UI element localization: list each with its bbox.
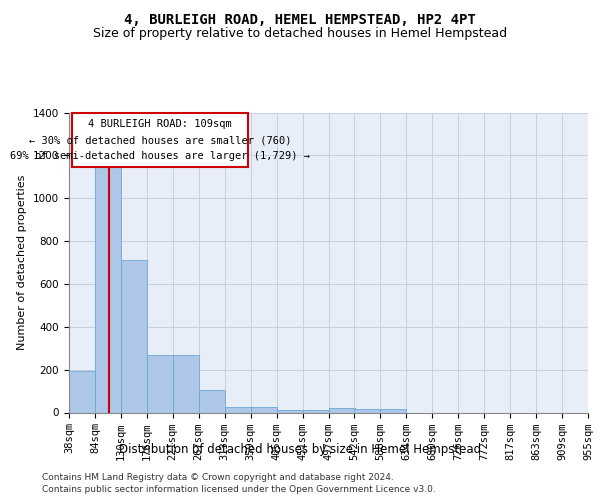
Bar <box>303 410 329 412</box>
Bar <box>147 355 173 412</box>
Bar <box>251 406 277 412</box>
Text: 4, BURLEIGH ROAD, HEMEL HEMPSTEAD, HP2 4PT: 4, BURLEIGH ROAD, HEMEL HEMPSTEAD, HP2 4… <box>124 12 476 26</box>
Text: 69% of semi-detached houses are larger (1,729) →: 69% of semi-detached houses are larger (… <box>10 152 310 162</box>
Text: Distribution of detached houses by size in Hemel Hempstead: Distribution of detached houses by size … <box>119 442 481 456</box>
Bar <box>380 410 406 412</box>
Text: ← 30% of detached houses are smaller (760): ← 30% of detached houses are smaller (76… <box>29 136 291 145</box>
Bar <box>329 408 355 412</box>
Bar <box>121 260 147 412</box>
Bar <box>199 390 224 412</box>
Y-axis label: Number of detached properties: Number of detached properties <box>17 175 28 350</box>
Text: 4 BURLEIGH ROAD: 109sqm: 4 BURLEIGH ROAD: 109sqm <box>88 119 232 129</box>
Text: Contains HM Land Registry data © Crown copyright and database right 2024.: Contains HM Land Registry data © Crown c… <box>42 472 394 482</box>
Bar <box>173 355 199 412</box>
FancyBboxPatch shape <box>71 114 248 167</box>
Bar <box>224 406 251 412</box>
Text: Size of property relative to detached houses in Hemel Hempstead: Size of property relative to detached ho… <box>93 28 507 40</box>
Bar <box>69 371 95 412</box>
Bar <box>95 164 121 412</box>
Bar <box>277 410 303 412</box>
Text: Contains public sector information licensed under the Open Government Licence v3: Contains public sector information licen… <box>42 485 436 494</box>
Bar <box>354 408 380 412</box>
